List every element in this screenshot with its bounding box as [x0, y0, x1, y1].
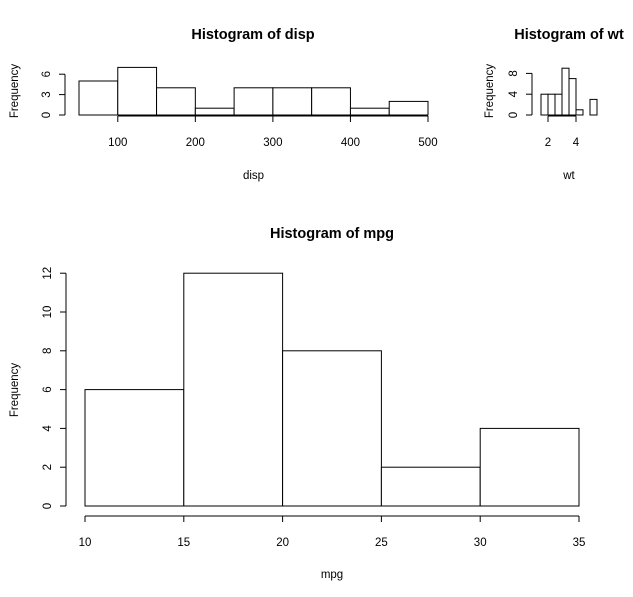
disp-y-tick-label: 6	[41, 71, 53, 77]
disp-bar-0	[78, 80, 119, 116]
wt-chart-title: Histogram of wt	[514, 27, 624, 43]
wt-bar-4	[568, 78, 577, 116]
mpg-x-tick-label: 30	[474, 537, 487, 549]
disp-x-tick-label: 400	[341, 137, 360, 149]
mpg-y-tick-label: 6	[42, 386, 54, 392]
wt-y-axis-label: Frequency	[484, 64, 496, 119]
disp-chart-title: Histogram of disp	[191, 27, 314, 43]
mpg-x-tick-label: 35	[573, 537, 586, 549]
disp-bar-6	[311, 87, 351, 116]
disp-bar-2	[156, 87, 196, 116]
mpg-bar-0	[84, 389, 185, 507]
mpg-y-tick-label: 4	[42, 425, 54, 432]
mpg-x-axis-label: mpg	[321, 569, 343, 581]
wt-bar-5	[575, 109, 584, 116]
disp-x-axis-label: disp	[243, 170, 264, 182]
disp-bar-7	[349, 107, 390, 116]
wt-x-tick-label: 2	[545, 137, 551, 149]
mpg-y-axis-label: Frequency	[9, 363, 21, 418]
wt-y-tick-label: 4	[508, 90, 520, 97]
wt-y-tick-label: 8	[508, 70, 520, 76]
disp-bar-8	[388, 100, 429, 116]
mpg-y-tick-label: 10	[42, 306, 54, 319]
wt-x-axis-label: wt	[562, 170, 575, 182]
disp-x-tick-label: 300	[263, 137, 282, 149]
mpg-bar-2	[282, 350, 382, 507]
disp-bar-5	[272, 87, 313, 116]
mpg-x-tick-label: 15	[177, 537, 190, 549]
disp-bar-1	[117, 66, 158, 116]
mpg-y-tick-label: 8	[42, 348, 54, 354]
mpg-y-tick-label: 2	[42, 464, 54, 470]
mpg-y-tick-label: 12	[42, 267, 54, 280]
mpg-bar-1	[183, 272, 284, 507]
mpg-x-tick-label: 20	[276, 537, 289, 549]
wt-bar-3	[561, 67, 570, 116]
mpg-chart-title: Histogram of mpg	[270, 226, 394, 242]
disp-bar-4	[233, 87, 274, 116]
wt-bar-2	[554, 93, 563, 116]
disp-y-tick-label: 0	[41, 112, 53, 118]
mpg-bar-4	[479, 427, 580, 507]
mpg-y-tick-label: 0	[42, 503, 54, 509]
disp-x-tick-label: 500	[418, 137, 437, 149]
mpg-bar-3	[380, 466, 481, 507]
wt-x-tick-label: 4	[573, 137, 580, 149]
disp-y-axis-label: Frequency	[9, 64, 21, 119]
wt-bar-0	[540, 93, 549, 116]
mpg-x-tick-label: 25	[375, 537, 388, 549]
disp-y-tick-label: 3	[41, 91, 53, 97]
disp-x-tick-label: 100	[108, 137, 127, 149]
disp-bar-3	[194, 107, 235, 116]
wt-bar-7	[589, 98, 598, 116]
wt-bar-1	[547, 93, 556, 116]
disp-x-tick-label: 200	[186, 137, 205, 149]
mpg-x-tick-label: 10	[79, 537, 92, 549]
wt-y-tick-label: 0	[508, 112, 520, 118]
